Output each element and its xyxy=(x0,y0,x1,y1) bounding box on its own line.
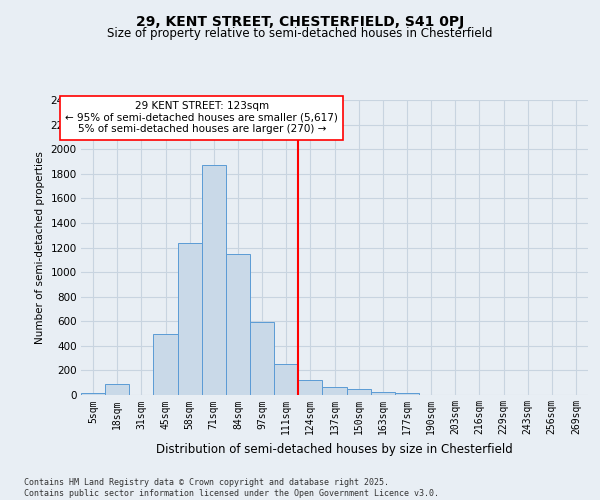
Bar xyxy=(371,392,395,395)
Bar xyxy=(250,322,274,395)
Bar xyxy=(322,387,347,395)
Bar xyxy=(202,165,226,395)
X-axis label: Distribution of semi-detached houses by size in Chesterfield: Distribution of semi-detached houses by … xyxy=(156,443,513,456)
Text: Size of property relative to semi-detached houses in Chesterfield: Size of property relative to semi-detach… xyxy=(107,28,493,40)
Bar xyxy=(274,364,298,395)
Bar xyxy=(298,380,322,395)
Bar xyxy=(154,334,178,395)
Bar xyxy=(347,390,371,395)
Text: 29, KENT STREET, CHESTERFIELD, S41 0PJ: 29, KENT STREET, CHESTERFIELD, S41 0PJ xyxy=(136,15,464,29)
Bar xyxy=(395,393,419,395)
Y-axis label: Number of semi-detached properties: Number of semi-detached properties xyxy=(35,151,45,344)
Bar xyxy=(226,254,250,395)
Bar xyxy=(81,393,105,395)
Bar xyxy=(105,384,129,395)
Text: 29 KENT STREET: 123sqm
← 95% of semi-detached houses are smaller (5,617)
5% of s: 29 KENT STREET: 123sqm ← 95% of semi-det… xyxy=(65,101,338,134)
Text: Contains HM Land Registry data © Crown copyright and database right 2025.
Contai: Contains HM Land Registry data © Crown c… xyxy=(24,478,439,498)
Bar xyxy=(178,242,202,395)
